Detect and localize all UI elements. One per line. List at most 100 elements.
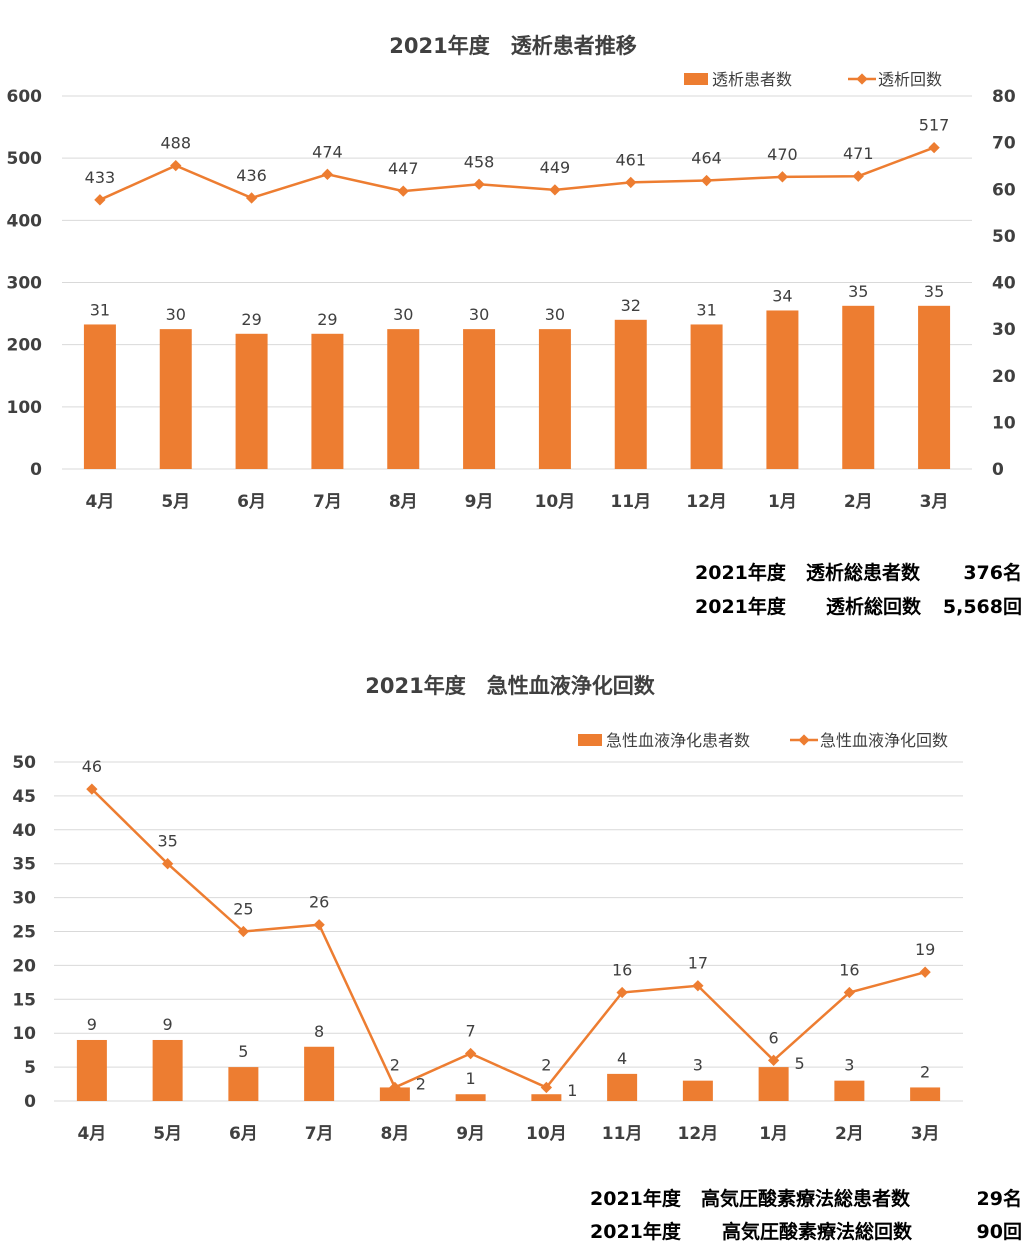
- line-point: [245, 192, 258, 204]
- dialysis-total-sessions: 2021年度 透析総回数 5,568回: [0, 592, 1027, 618]
- line-point: [616, 986, 628, 999]
- bar-data-label: 31: [696, 300, 716, 319]
- line-data-label: 436: [236, 166, 267, 185]
- dialysis-total-patients-value: 376名: [963, 562, 1022, 584]
- chart1-title: 2021年度 透析患者推移: [389, 34, 636, 58]
- bar: [235, 333, 268, 469]
- chart2-legend: 急性血液浄化患者数 急性血液浄化回数: [578, 731, 948, 750]
- y-tick-label: 5: [24, 1058, 36, 1078]
- y-tick-label: 0: [24, 1092, 36, 1112]
- line-data-label: 517: [919, 116, 950, 135]
- dialysis-total-patients: 2021年度 透析総患者数 376名: [0, 558, 1027, 584]
- chart1-legend-bar-swatch: [684, 73, 708, 85]
- chart2-legend-bar-label: 急性血液浄化患者数: [606, 731, 750, 750]
- line-point: [852, 170, 864, 182]
- bar: [614, 319, 647, 469]
- bar: [83, 324, 116, 469]
- dialysis-chart: 2021年度 透析患者推移 透析患者数 透析回数 010020030040050…: [7, 34, 1016, 512]
- bar: [387, 329, 420, 469]
- chart1-legend-bar-label: 透析患者数: [712, 70, 792, 89]
- line-point: [843, 986, 856, 999]
- line-point: [321, 168, 334, 180]
- x-tick-label: 1月: [759, 1124, 788, 1144]
- bar: [766, 310, 799, 469]
- x-tick-label: 1月: [768, 492, 797, 512]
- bar-data-label: 35: [848, 282, 868, 301]
- line-data-label: 461: [615, 150, 646, 169]
- bar: [758, 1067, 789, 1101]
- line-point: [170, 159, 182, 172]
- x-tick-label: 7月: [313, 492, 342, 512]
- bar: [682, 1080, 713, 1101]
- bar-data-label: 1: [466, 1069, 476, 1088]
- x-tick-label: 6月: [237, 492, 266, 512]
- line-point: [549, 184, 561, 196]
- line-point: [389, 1081, 401, 1094]
- y-right-tick-label: 30: [992, 320, 1016, 340]
- y-right-tick-label: 0: [992, 460, 1004, 480]
- bar-data-label: 30: [393, 305, 413, 324]
- bar-data-label: 32: [621, 296, 641, 315]
- bar-data-label: 2: [416, 1074, 426, 1093]
- chart1-legend: 透析患者数 透析回数: [684, 70, 942, 89]
- bar-data-label: 29: [317, 310, 337, 329]
- x-tick-label: 5月: [161, 492, 190, 512]
- bar: [463, 329, 496, 469]
- x-tick-label: 8月: [380, 1124, 409, 1144]
- line-point: [540, 1081, 553, 1094]
- bar: [910, 1087, 941, 1101]
- chart2-legend-line-label: 急性血液浄化回数: [820, 731, 948, 750]
- line-point: [94, 194, 106, 206]
- bar-data-label: 30: [545, 305, 565, 324]
- y-tick-label: 10: [12, 1024, 36, 1044]
- line-point: [464, 1047, 477, 1060]
- y-left-tick-label: 0: [30, 460, 42, 480]
- bar-data-label: 29: [241, 310, 261, 329]
- x-tick-label: 12月: [686, 492, 727, 512]
- y-tick-label: 15: [12, 990, 36, 1010]
- line-data-label: 19: [915, 940, 935, 959]
- x-tick-label: 7月: [305, 1124, 334, 1144]
- bar-data-label: 3: [844, 1056, 854, 1075]
- line-data-label: 471: [843, 144, 874, 163]
- bar: [607, 1073, 638, 1101]
- bar: [304, 1046, 335, 1101]
- y-tick-label: 30: [12, 889, 36, 909]
- line-data-label: 433: [85, 168, 116, 187]
- chart1-legend-line-marker: [856, 73, 868, 85]
- y-tick-label: 40: [12, 821, 36, 841]
- hbo-total-sessions-value: 90回: [976, 1221, 1022, 1243]
- bar-data-label: 34: [772, 286, 792, 305]
- bar-data-label: 8: [314, 1022, 324, 1041]
- line-data-label: 458: [464, 152, 495, 171]
- dialysis-total-sessions-year: 2021年度: [695, 596, 786, 618]
- line-data-label: 16: [839, 961, 859, 980]
- y-left-tick-label: 100: [7, 398, 43, 418]
- hbo-total-patients-year: 2021年度: [590, 1188, 681, 1210]
- line-point: [237, 925, 250, 938]
- line-point: [313, 919, 325, 931]
- line-series: [99, 146, 935, 201]
- bar: [918, 305, 951, 469]
- x-tick-label: 11月: [610, 492, 651, 512]
- bar: [152, 1039, 183, 1101]
- line-point: [473, 178, 485, 190]
- x-tick-label: 2月: [844, 492, 873, 512]
- x-tick-label: 12月: [678, 1124, 719, 1144]
- line-data-label: 464: [691, 149, 722, 168]
- line-data-label: 447: [388, 159, 419, 178]
- line-data-label: 46: [82, 757, 102, 776]
- line-data-label: 25: [233, 900, 253, 919]
- line-data-label: 470: [767, 145, 798, 164]
- hbo-total-patients-label: 高気圧酸素療法総患者数: [701, 1188, 911, 1210]
- bar-data-label: 5: [795, 1054, 805, 1073]
- bar-data-label: 31: [90, 300, 110, 319]
- hbo-total-sessions: 2021年度 高気圧酸素療法総回数 90回: [0, 1217, 1027, 1243]
- hbo-total-patients-value: 29名: [976, 1188, 1022, 1210]
- line-point: [700, 174, 713, 187]
- line-point: [928, 141, 940, 154]
- y-left-tick-label: 200: [7, 336, 43, 356]
- y-right-tick-label: 40: [992, 274, 1016, 294]
- line-data-label: 474: [312, 142, 343, 161]
- y-tick-label: 50: [12, 753, 36, 773]
